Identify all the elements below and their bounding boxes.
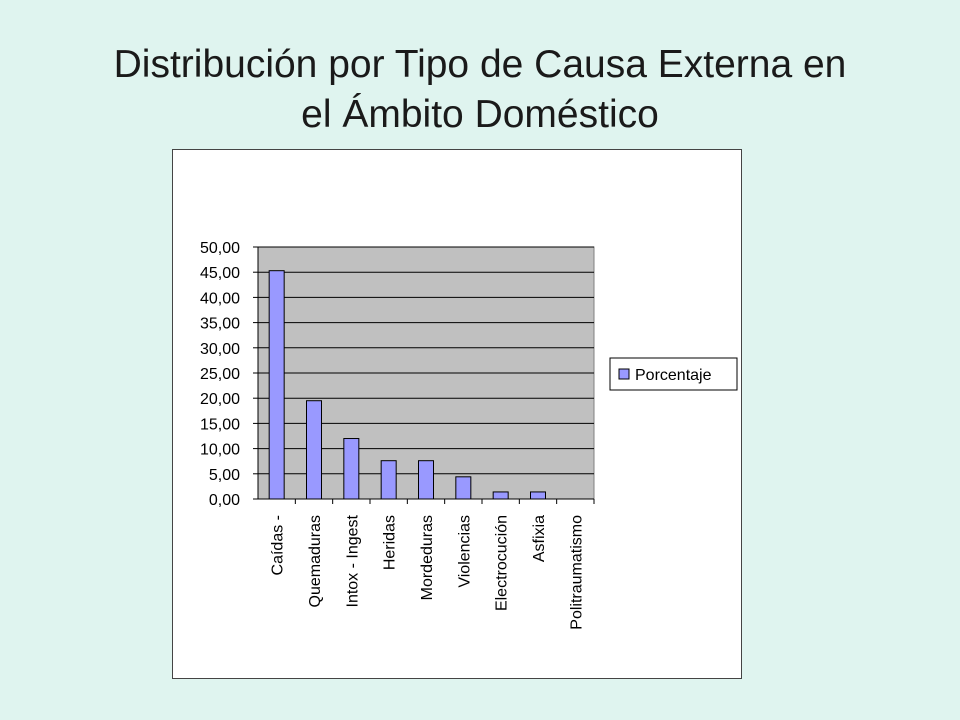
y-tick-label: 5,00 <box>209 467 240 484</box>
slide-title-line-2: el Ámbito Doméstico <box>301 93 659 136</box>
y-tick-label: 25,00 <box>200 366 240 383</box>
y-tick-label: 30,00 <box>200 341 240 358</box>
x-category-label: Violencias <box>456 515 473 588</box>
x-category-label: Asfixia <box>531 515 548 562</box>
legend-swatch <box>618 368 630 380</box>
chart-frame: 0,00 5,00 10,00 15,00 20,00 25,00 30,00 35,00 40… <box>172 149 742 679</box>
bar <box>418 460 434 500</box>
y-tick-label: 40,00 <box>200 290 240 307</box>
bar <box>530 491 546 500</box>
y-tick-label: 35,00 <box>200 316 240 333</box>
bar <box>380 460 397 500</box>
x-category-label: Electrocución <box>494 515 511 611</box>
y-tick-label: 0,00 <box>209 492 240 509</box>
x-category-label: Caídas - <box>270 515 287 575</box>
legend-label: Porcentaje <box>635 367 712 384</box>
y-tick-label: 45,00 <box>200 265 240 282</box>
bar <box>455 476 472 500</box>
bar <box>343 438 360 500</box>
x-category-label: Quemaduras <box>307 515 324 608</box>
bar <box>492 491 509 500</box>
slide-title: Distribución por Tipo de Causa Externa e… <box>40 40 920 140</box>
x-category-label: Politraumatismo <box>568 515 585 630</box>
bar <box>268 270 285 500</box>
bar <box>306 400 322 500</box>
y-tick-label: 15,00 <box>200 416 240 433</box>
slide-title-line-1: Distribución por Tipo de Causa Externa e… <box>113 43 847 86</box>
legend-box <box>609 357 738 391</box>
y-tick-label: 20,00 <box>200 391 240 408</box>
x-category-label: Heridas <box>382 515 399 570</box>
x-category-label: Intox - Ingest <box>344 514 361 607</box>
y-tick-label: 50,00 <box>200 240 240 257</box>
bar-chart: 0,00 5,00 10,00 15,00 20,00 25,00 30,00 35,00 40… <box>200 240 738 630</box>
y-tick-label: 10,00 <box>200 442 240 459</box>
x-category-label: Mordeduras <box>419 515 436 600</box>
